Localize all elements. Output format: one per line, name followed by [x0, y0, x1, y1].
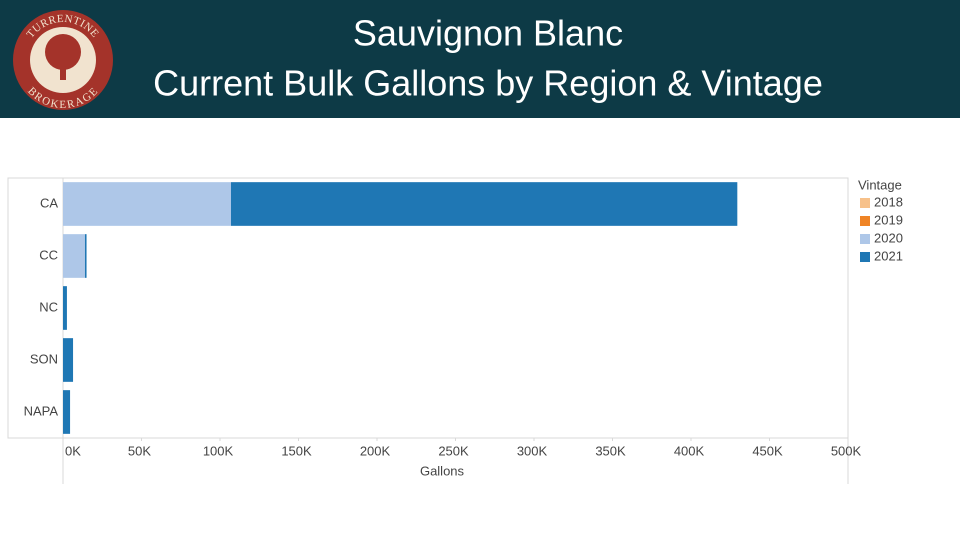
x-tick-label: 150K: [281, 443, 312, 458]
bar-segment: [63, 182, 231, 226]
title-line2: Current Bulk Gallons by Region & Vintage: [153, 63, 823, 104]
legend-title: Vintage: [858, 177, 902, 192]
x-tick-label: 350K: [595, 443, 626, 458]
x-tick-label: 500K: [831, 443, 862, 458]
legend-label: 2020: [874, 230, 903, 245]
x-tick-label: 250K: [438, 443, 469, 458]
x-tick-label: 200K: [360, 443, 391, 458]
x-tick-label: 0K: [65, 443, 81, 458]
y-tick-label: SON: [30, 351, 58, 366]
y-tick-label: NAPA: [24, 403, 59, 418]
logo: TURRENTINE BROKERAGE: [13, 10, 113, 111]
legend-label: 2018: [874, 194, 903, 209]
legend-swatch: [860, 198, 870, 208]
y-tick-label: CC: [39, 247, 58, 262]
bar-segment: [63, 234, 85, 278]
bar-segment: [84, 234, 87, 278]
bar-segment: [63, 338, 74, 382]
legend-swatch: [860, 234, 870, 244]
bar-segment: [63, 286, 67, 330]
x-tick-label: 300K: [517, 443, 548, 458]
x-tick-label: 400K: [674, 443, 705, 458]
x-tick-label: 450K: [752, 443, 783, 458]
bar-segment: [230, 182, 738, 226]
logo-trunk: [60, 60, 66, 80]
title-line1: Sauvignon Blanc: [353, 13, 623, 54]
logo-tree: [45, 34, 81, 70]
legend-label: 2019: [874, 212, 903, 227]
y-tick-label: NC: [39, 299, 58, 314]
y-tick-label: CA: [40, 195, 58, 210]
legend-label: 2021: [874, 248, 903, 263]
x-tick-label: 50K: [128, 443, 151, 458]
x-tick-label: 100K: [203, 443, 234, 458]
legend-swatch: [860, 216, 870, 226]
header-band: [0, 0, 960, 118]
x-axis-title: Gallons: [420, 463, 465, 478]
legend-swatch: [860, 252, 870, 262]
bar-segment: [63, 390, 71, 434]
